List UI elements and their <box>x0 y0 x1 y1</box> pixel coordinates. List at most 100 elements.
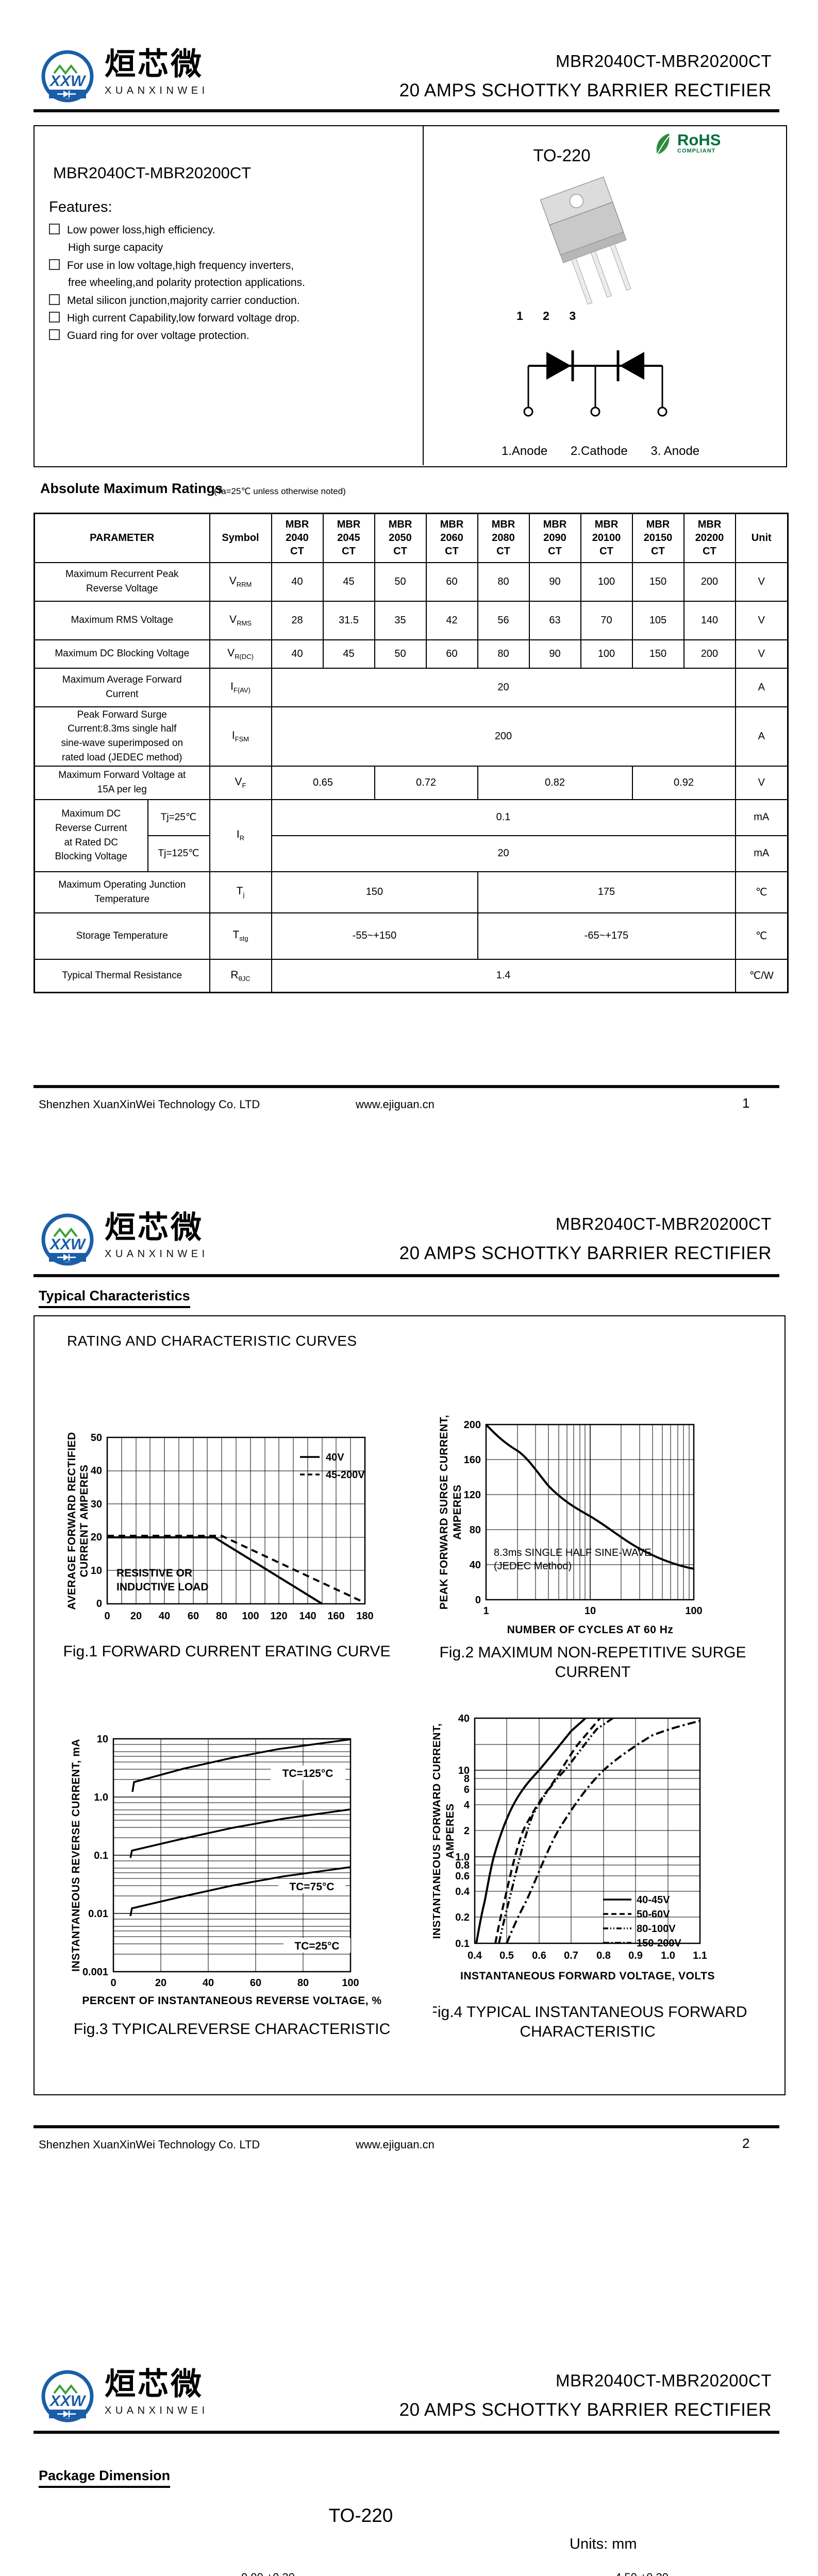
dim-label: 9.90 ±0.20 <box>241 2571 295 2576</box>
page-number: 2 <box>742 2136 750 2151</box>
curve-tc75 <box>129 1808 351 1858</box>
curve-150-200v <box>506 1720 700 1944</box>
fig2-surge-current-chart: 8.3ms SINGLE HALF SINE-WAVE (JEDEC Metho… <box>438 1415 746 1681</box>
table-row: Storage Temperature Tstg -55~+150 -65~+1… <box>34 912 789 960</box>
svg-text:XXW: XXW <box>49 1236 87 1253</box>
svg-text:0: 0 <box>104 1611 110 1622</box>
svg-text:120: 120 <box>270 1611 287 1622</box>
table-row: Maximum Average Forward Current IF(AV) 2… <box>34 667 789 707</box>
package-dimension-drawing: 9.90 ±0.20 (8.70) ø3.60 ±0.10 (1.70) 1.3… <box>241 2571 669 2576</box>
feature-item: Metal silicon junction,majority carrier … <box>49 294 300 307</box>
svg-text:(JEDEC Method): (JEDEC Method) <box>494 1561 572 1572</box>
fig4-x-label: INSTANTANEOUS FORWARD VOLTAGE, VOLTS <box>460 1970 715 1982</box>
fig4-legend: 40-45V 50-60V 80-100V 150-200V <box>603 1894 681 1949</box>
svg-text:45-200V: 45-200V <box>326 1469 365 1481</box>
feature-item: High surge capacity <box>68 242 163 253</box>
checkbox-icon <box>49 224 60 234</box>
fig3-x-label: PERCENT OF INSTANTANEOUS REVERSE VOLTAGE… <box>82 1995 381 2007</box>
fig4-x-ticks: 0.4 0.5 0.6 0.7 0.8 0.9 1.0 1.1 <box>468 1950 707 1961</box>
checkbox-icon <box>49 294 60 305</box>
svg-text:80: 80 <box>470 1524 481 1536</box>
doc-subtitle: 20 AMPS SCHOTTKY BARRIER RECTIFIER <box>399 80 772 100</box>
svg-text:100: 100 <box>685 1605 702 1617</box>
svg-text:100: 100 <box>242 1611 259 1622</box>
ratings-note: (Ta=25℃ unless otherwise noted) <box>214 486 346 496</box>
fig3-y-ticks: 10 1.0 0.1 0.01 0.001 <box>82 1734 108 1978</box>
col-device: MBR 2040 CT <box>271 513 324 563</box>
ratings-table: PARAMETER Symbol MBR 2040 CT MBR 2045 CT… <box>34 513 789 993</box>
table-row: Maximum RMS Voltage VRMS 28 31.5 35 42 5… <box>34 600 789 640</box>
svg-text:40-45V: 40-45V <box>637 1894 670 1906</box>
col-unit: Unit <box>734 513 789 563</box>
svg-text:0.6: 0.6 <box>455 1871 470 1882</box>
tc125-label: TC=125°C <box>282 1768 333 1780</box>
section-title: Typical Characteristics <box>39 1288 190 1308</box>
svg-text:CHARACTERISTIC: CHARACTERISTIC <box>520 2023 655 2040</box>
doc-title-block: MBR2040CT-MBR20200CT 20 AMPS SCHOTTKY BA… <box>399 2371 772 2420</box>
svg-text:40: 40 <box>458 1713 470 1724</box>
brand-english: XUANXINWEI <box>105 2405 209 2416</box>
footer-website: www.ejiguan.cn <box>356 2138 435 2151</box>
fig4-y-label: INSTANTANEOUS FORWARD CURRENT, <box>433 1723 443 1939</box>
svg-text:40: 40 <box>159 1611 170 1622</box>
svg-text:10: 10 <box>458 1765 470 1776</box>
fig4-y-ticks: 40 10 8 6 4 2 1.0 0.8 0.6 0.4 0.2 0.1 <box>455 1713 470 1950</box>
curve-tc125 <box>131 1738 351 1792</box>
svg-text:120: 120 <box>464 1489 481 1501</box>
header-rule <box>34 2431 779 2434</box>
curve-40v <box>107 1536 323 1605</box>
footer-company: Shenzhen XuanXinWei Technology Co. LTD <box>39 1098 260 1111</box>
col-symbol: Symbol <box>209 513 272 563</box>
svg-text:100: 100 <box>342 1977 359 1989</box>
pin-caption: 1.Anode 2.Cathode 3. Anode <box>479 444 722 459</box>
svg-text:AMPERES: AMPERES <box>452 1484 463 1539</box>
svg-text:INDUCTIVE LOAD: INDUCTIVE LOAD <box>116 1581 209 1593</box>
checkbox-icon <box>49 329 60 340</box>
svg-text:40: 40 <box>91 1465 102 1477</box>
pin3-label: 3. Anode <box>650 444 700 458</box>
svg-text:200: 200 <box>464 1419 481 1431</box>
fig1-x-ticks: 0 20 40 60 80 100 120 140 160 180 <box>104 1611 373 1622</box>
fig2-caption: Fig.2 MAXIMUM NON-REPETITIVE SURGE <box>439 1644 746 1661</box>
pin2-label: 2.Cathode <box>570 444 628 458</box>
table-row: Tj=125℃ 20 mA <box>35 835 789 872</box>
overview-box <box>34 125 787 467</box>
svg-text:60: 60 <box>250 1977 261 1989</box>
svg-text:0.2: 0.2 <box>455 1912 470 1923</box>
svg-text:80: 80 <box>216 1611 227 1622</box>
table-row: Maximum DC Blocking Voltage VR(DC) 40 45… <box>34 639 789 669</box>
page-number: 1 <box>742 1095 750 1111</box>
svg-text:4: 4 <box>464 1800 470 1811</box>
table-row: Peak Forward Surge Current:8.3ms single … <box>34 706 789 767</box>
footer-rule <box>34 1085 779 1088</box>
doc-title-block: MBR2040CT-MBR20200CT 20 AMPS SCHOTTKY BA… <box>399 1214 772 1263</box>
package-name: TO-220 <box>533 146 591 165</box>
curve-tc25 <box>129 1866 351 1917</box>
svg-text:140: 140 <box>299 1611 316 1622</box>
fig1-y-ticks: 50 40 30 20 10 0 <box>91 1432 102 1609</box>
feature-item: free wheeling,and polarity protection ap… <box>68 277 305 289</box>
svg-text:CURRENT AMPERES: CURRENT AMPERES <box>78 1464 90 1577</box>
tc25-label: TC=25°C <box>294 1940 339 1952</box>
svg-text:0.7: 0.7 <box>564 1950 578 1961</box>
svg-text:0.1: 0.1 <box>94 1850 108 1861</box>
svg-text:30: 30 <box>91 1499 102 1510</box>
svg-text:1.0: 1.0 <box>455 1852 470 1863</box>
part-range-left: MBR2040CT-MBR20200CT <box>53 164 252 182</box>
table-header-row: PARAMETER Symbol MBR 2040 CT MBR 2045 CT… <box>34 513 789 563</box>
surge-curve <box>485 1423 694 1570</box>
curves-box <box>34 1315 786 2095</box>
col-device: MBR 2045 CT <box>322 513 375 563</box>
fig3-caption: Fig.3 TYPICALREVERSE CHARACTERISTIC <box>74 2021 391 2038</box>
svg-text:20: 20 <box>91 1532 102 1543</box>
fig2-x-ticks: 1 10 100 <box>483 1605 702 1617</box>
curves-box-title: RATING AND CHARACTERISTIC CURVES <box>67 1333 357 1349</box>
brand-chinese: 烜芯微 <box>105 1210 204 1245</box>
svg-text:CURRENT: CURRENT <box>555 1664 631 1681</box>
svg-text:6: 6 <box>464 1784 470 1795</box>
svg-text:180: 180 <box>356 1611 373 1622</box>
fig4-caption: Fig.4 TYPICAL INSTANTANEOUS FORWARD <box>433 2004 747 2021</box>
svg-text:AMPERES: AMPERES <box>444 1803 456 1858</box>
feature-item: For use in low voltage,high frequency in… <box>49 259 294 272</box>
footer-rule <box>34 2125 779 2128</box>
